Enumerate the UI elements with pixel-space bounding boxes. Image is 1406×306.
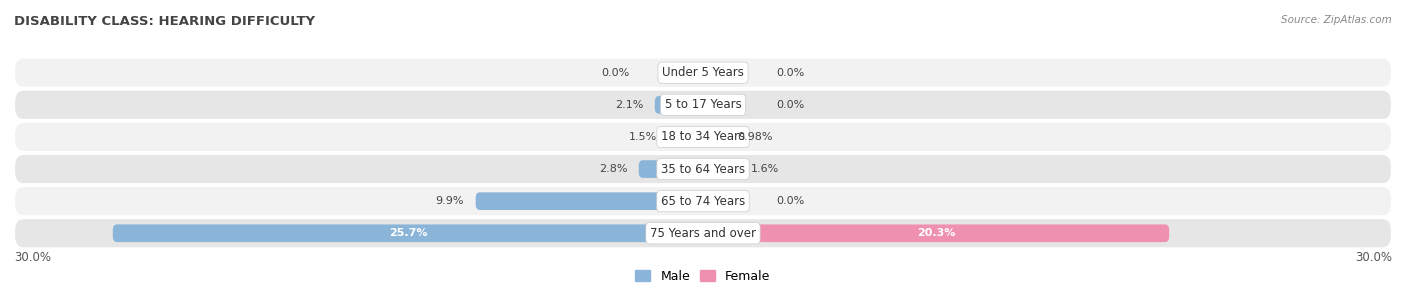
Text: 1.5%: 1.5% <box>628 132 657 142</box>
FancyBboxPatch shape <box>14 122 1392 152</box>
Text: 20.3%: 20.3% <box>917 228 955 238</box>
FancyBboxPatch shape <box>14 58 1392 88</box>
Text: 0.0%: 0.0% <box>776 196 804 206</box>
Text: DISABILITY CLASS: HEARING DIFFICULTY: DISABILITY CLASS: HEARING DIFFICULTY <box>14 15 315 28</box>
FancyBboxPatch shape <box>14 186 1392 216</box>
Text: 1.6%: 1.6% <box>751 164 779 174</box>
Text: 30.0%: 30.0% <box>1355 251 1392 264</box>
FancyBboxPatch shape <box>703 160 740 178</box>
Text: 0.0%: 0.0% <box>776 100 804 110</box>
FancyBboxPatch shape <box>475 192 703 210</box>
FancyBboxPatch shape <box>655 96 703 114</box>
FancyBboxPatch shape <box>638 160 703 178</box>
Text: 5 to 17 Years: 5 to 17 Years <box>665 98 741 111</box>
FancyBboxPatch shape <box>14 218 1392 248</box>
Legend: Male, Female: Male, Female <box>630 265 776 288</box>
Text: 0.98%: 0.98% <box>737 132 772 142</box>
Text: 25.7%: 25.7% <box>388 228 427 238</box>
FancyBboxPatch shape <box>112 224 703 242</box>
Text: 75 Years and over: 75 Years and over <box>650 227 756 240</box>
FancyBboxPatch shape <box>669 128 703 146</box>
Text: 2.1%: 2.1% <box>614 100 644 110</box>
FancyBboxPatch shape <box>14 154 1392 184</box>
FancyBboxPatch shape <box>703 224 1170 242</box>
Text: 2.8%: 2.8% <box>599 164 627 174</box>
Text: 18 to 34 Years: 18 to 34 Years <box>661 130 745 144</box>
Text: 30.0%: 30.0% <box>14 251 51 264</box>
FancyBboxPatch shape <box>703 128 725 146</box>
Text: Source: ZipAtlas.com: Source: ZipAtlas.com <box>1281 15 1392 25</box>
Text: Under 5 Years: Under 5 Years <box>662 66 744 79</box>
Text: 35 to 64 Years: 35 to 64 Years <box>661 162 745 176</box>
Text: 65 to 74 Years: 65 to 74 Years <box>661 195 745 208</box>
FancyBboxPatch shape <box>14 90 1392 120</box>
Text: 0.0%: 0.0% <box>776 68 804 78</box>
Text: 0.0%: 0.0% <box>602 68 630 78</box>
Text: 9.9%: 9.9% <box>436 196 464 206</box>
